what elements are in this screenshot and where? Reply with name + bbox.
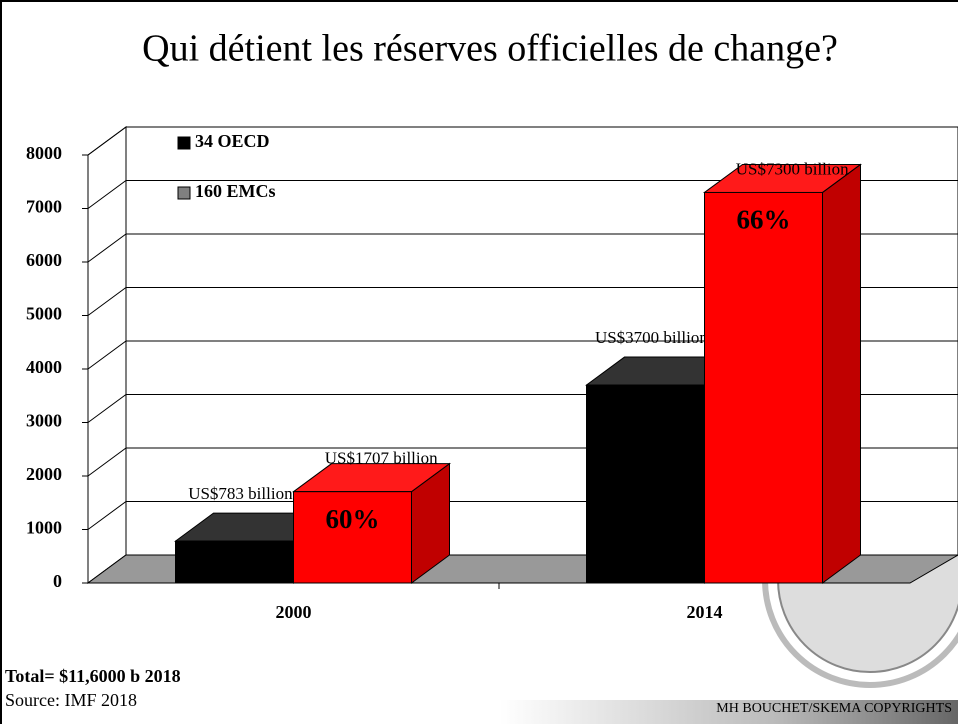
y-tick-label: 4000 <box>26 357 62 377</box>
bar <box>173 512 334 584</box>
x-tick-label: 2000 <box>276 602 312 622</box>
y-tick-label: 7000 <box>26 197 62 217</box>
legend-marker <box>177 186 191 200</box>
footnote: Total= $11,6000 b 2018 <box>5 666 181 686</box>
bar <box>702 163 863 584</box>
grid-line <box>87 233 958 263</box>
y-tick-label: 0 <box>53 571 62 591</box>
footnote: Source: IMF 2018 <box>5 690 137 710</box>
bar-side <box>822 163 861 584</box>
footer-bar <box>500 700 958 724</box>
y-tick-label: 8000 <box>26 143 62 163</box>
share-label: 60% <box>326 504 380 534</box>
y-tick-label: 1000 <box>26 518 62 538</box>
y-tick-label: 3000 <box>26 411 62 431</box>
y-tick-label: 6000 <box>26 250 62 270</box>
grid-line <box>87 126 958 156</box>
value-label: US$3700 billion <box>595 328 708 347</box>
grid-line <box>87 287 958 316</box>
share-label: 66% <box>737 205 791 235</box>
y-tick-label: 2000 <box>26 464 62 484</box>
chart-title: Qui détient les réserves officielles de … <box>142 28 838 70</box>
value-label: US$1707 billion <box>325 449 438 468</box>
bar-front <box>586 384 705 584</box>
value-label: US$7300 billion <box>736 159 849 178</box>
copyright: MH BOUCHET/SKEMA COPYRIGHTS <box>716 701 952 716</box>
x-tick-label: 2014 <box>687 602 723 622</box>
legend-label: 160 EMCs <box>195 181 276 201</box>
legend-label: 34 OECD <box>195 131 270 151</box>
grid-line <box>87 180 958 209</box>
bar-front <box>175 540 294 584</box>
y-tick-label: 5000 <box>26 304 62 324</box>
bar-front <box>293 491 412 584</box>
bar <box>291 462 452 584</box>
bar-front <box>704 191 823 584</box>
legend-marker <box>177 136 191 150</box>
value-label: US$783 billion <box>188 484 293 503</box>
grid-line <box>87 340 958 370</box>
